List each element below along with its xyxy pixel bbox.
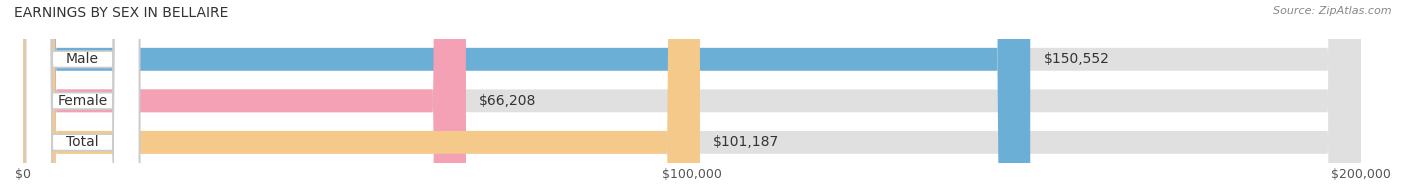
- FancyBboxPatch shape: [22, 0, 700, 196]
- FancyBboxPatch shape: [22, 0, 1361, 196]
- Text: Total: Total: [66, 135, 98, 149]
- FancyBboxPatch shape: [22, 0, 1031, 196]
- FancyBboxPatch shape: [25, 0, 139, 196]
- Text: EARNINGS BY SEX IN BELLAIRE: EARNINGS BY SEX IN BELLAIRE: [14, 6, 228, 20]
- Text: Female: Female: [58, 94, 108, 108]
- Text: $150,552: $150,552: [1043, 52, 1109, 66]
- FancyBboxPatch shape: [22, 0, 465, 196]
- Text: $66,208: $66,208: [479, 94, 537, 108]
- Text: $101,187: $101,187: [713, 135, 779, 149]
- Text: Male: Male: [66, 52, 98, 66]
- FancyBboxPatch shape: [25, 0, 139, 196]
- Text: Source: ZipAtlas.com: Source: ZipAtlas.com: [1274, 6, 1392, 16]
- FancyBboxPatch shape: [22, 0, 1361, 196]
- FancyBboxPatch shape: [25, 0, 139, 196]
- FancyBboxPatch shape: [22, 0, 1361, 196]
